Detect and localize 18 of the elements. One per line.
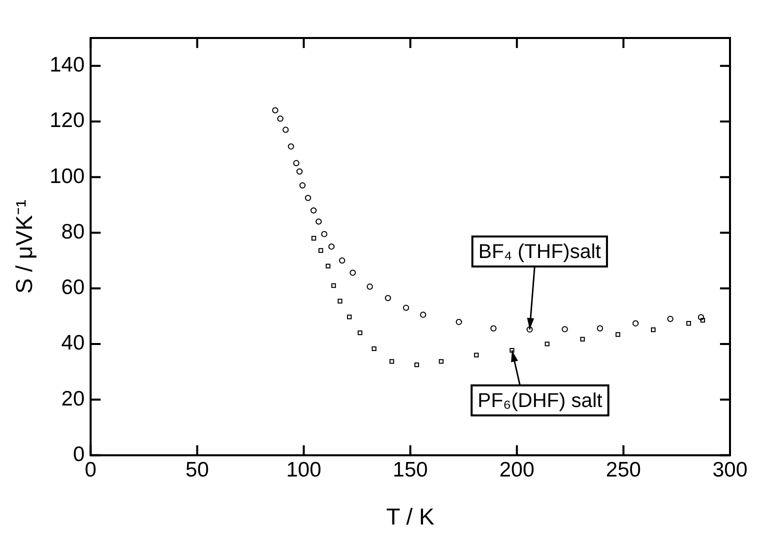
annotation: BF₄ (THF)salt (478, 241, 602, 263)
x-axis-title: T / K (386, 504, 436, 530)
x-tick-label: 100 (286, 458, 322, 482)
y-tick-label: 0 (72, 442, 85, 466)
y-tick-label: 120 (50, 109, 85, 132)
y-tick-label: 20 (61, 387, 85, 410)
annotation: PF₆(DHF) salt (478, 390, 603, 412)
y-tick-label: 140 (50, 54, 85, 77)
y-tick-label: 40 (61, 332, 85, 355)
x-tick-label: 50 (186, 458, 209, 482)
x-tick-label: 250 (606, 458, 641, 482)
y-tick-label: 100 (50, 164, 85, 188)
y-axis-title: S / μVK⁻¹ (11, 199, 38, 294)
x-tick-label: 150 (392, 458, 428, 482)
y-tick-label: 60 (61, 276, 85, 300)
x-tick-label: 200 (499, 458, 534, 482)
y-tick-label: 80 (61, 220, 85, 244)
x-tick-label: 300 (712, 458, 748, 482)
